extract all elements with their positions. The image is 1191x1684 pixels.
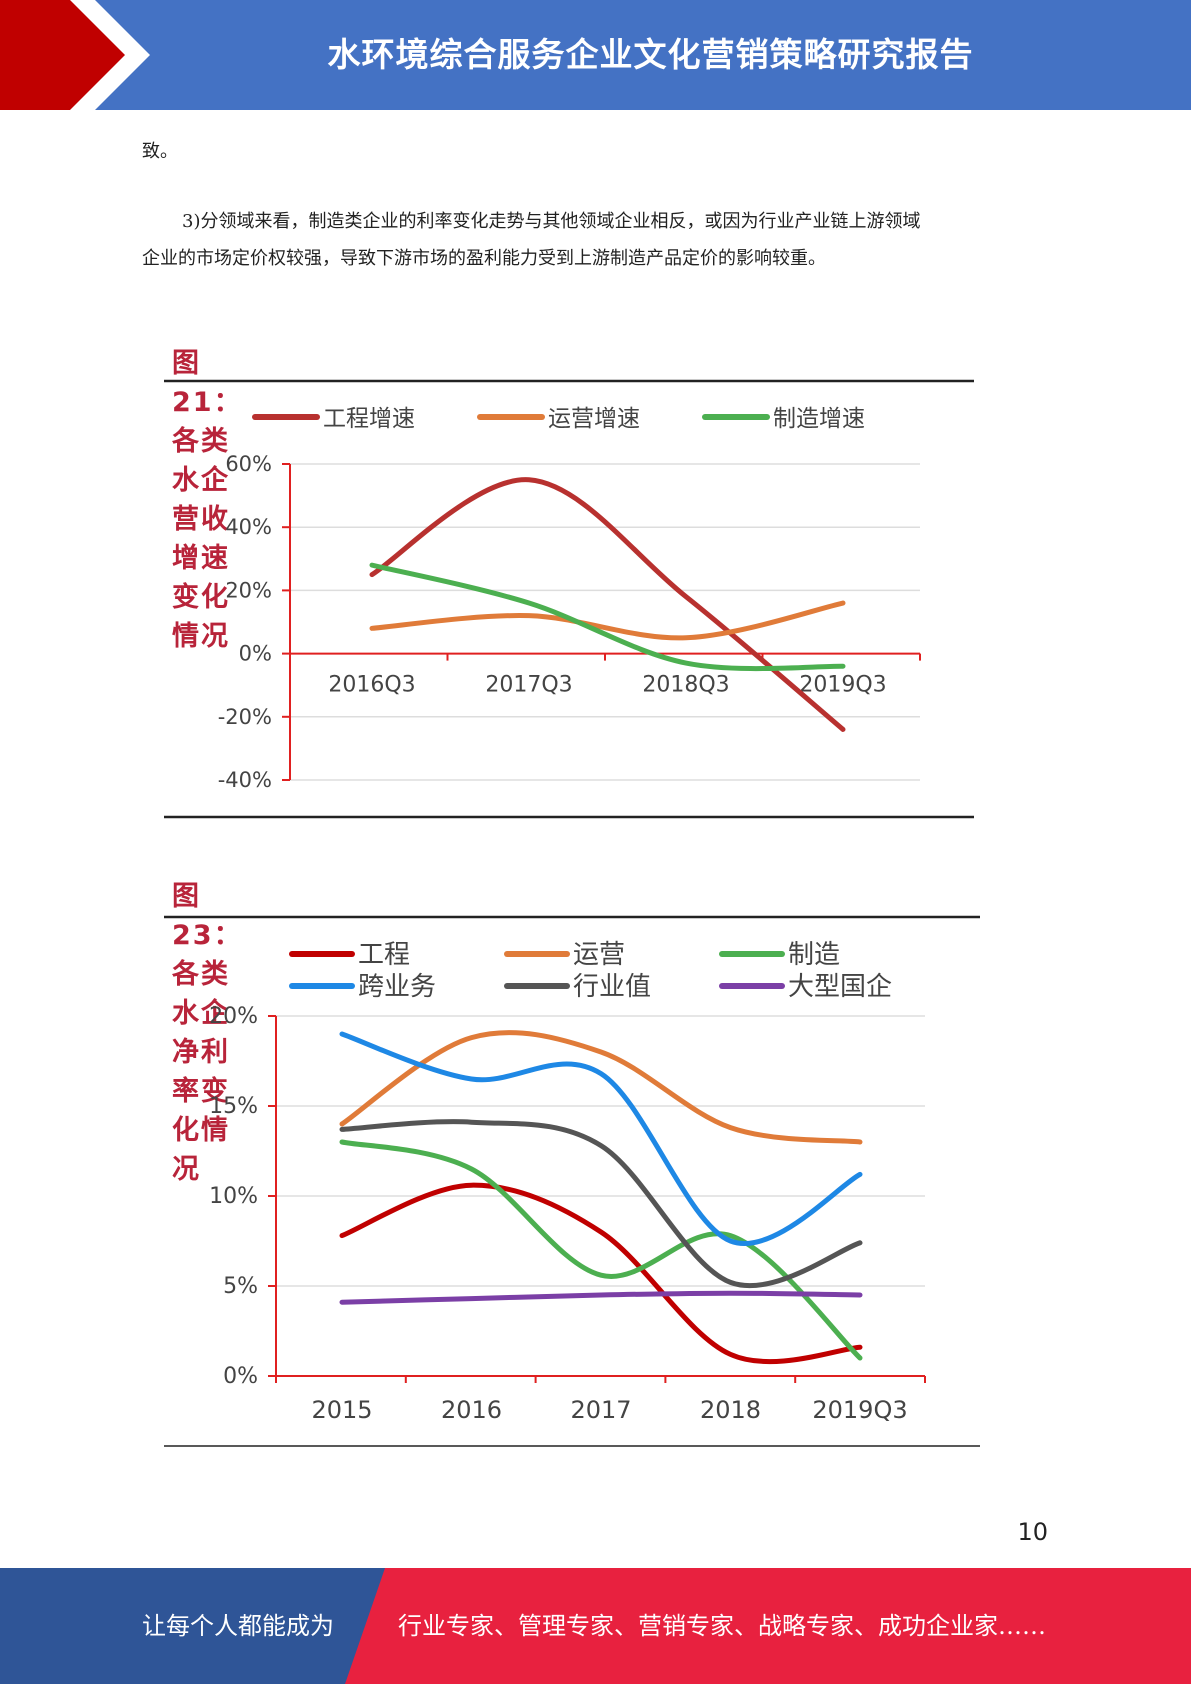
- series-line: [369, 600, 846, 641]
- paragraph-line-1: 3)分领域来看，制造类企业的利率变化走势与其他领域企业相反，或因为行业产业链上游…: [182, 211, 921, 232]
- page-number: 10: [1017, 1518, 1048, 1546]
- series-line: [339, 1182, 863, 1365]
- legend-label: 制造增速: [773, 406, 865, 432]
- x-tick-label: 2018: [700, 1396, 761, 1424]
- figure-23-chart: 20% 15% 10% 5% 0% 2015 2016 2017 2018 2019Q3 工程 运营 制…: [164, 915, 980, 1447]
- series-line: [369, 562, 846, 672]
- legend-label: 工程增速: [323, 406, 415, 432]
- series-line: [339, 1139, 863, 1361]
- series-line: [339, 1290, 863, 1305]
- x-tick-label: 2016: [441, 1396, 502, 1424]
- figure-21-chart: 60% 40% 20% 0% -20% -40% 2016Q3 2017Q3 2018Q3 201…: [164, 379, 974, 819]
- y-tick-label: 20%: [209, 1004, 258, 1029]
- legend-label: 跨业务: [358, 972, 436, 1002]
- figure-23-title: 图 23：各类水企净利率变化情况: [172, 881, 243, 1185]
- legend-label: 行业值: [573, 972, 651, 1002]
- series-line: [339, 1119, 863, 1289]
- series-line: [339, 1031, 863, 1246]
- figure-21-title: 图 21：各类水企营收增速变化情况: [172, 348, 243, 652]
- header-banner: [0, 0, 1191, 110]
- x-tick-label: 2018Q3: [642, 673, 729, 698]
- y-tick-label: 5%: [223, 1274, 258, 1299]
- footer-slogan-left: 让每个人都能成为: [142, 1612, 334, 1640]
- y-tick-label: -40%: [218, 768, 272, 792]
- legend-label: 制造: [788, 940, 840, 970]
- y-tick-label: -20%: [218, 705, 272, 729]
- y-tick-label: 20%: [225, 578, 272, 602]
- x-tick-label: 2015: [311, 1396, 372, 1424]
- x-tick-label: 2016Q3: [328, 673, 415, 698]
- x-tick-label: 2017Q3: [485, 673, 572, 698]
- x-tick-label: 2019Q3: [812, 1396, 907, 1424]
- report-title: 水环境综合服务企业文化营销策略研究报告: [327, 35, 974, 74]
- y-tick-label: 10%: [209, 1184, 258, 1209]
- y-tick-label: 0%: [223, 1364, 258, 1389]
- legend-label: 运营: [573, 940, 625, 970]
- page-header: 水环境综合服务企业文化营销策略研究报告: [0, 0, 1191, 110]
- x-tick-label: 2017: [570, 1396, 631, 1424]
- y-tick-label: 40%: [225, 515, 272, 539]
- y-tick-label: 60%: [225, 452, 272, 476]
- paragraph-continuation: 致。: [142, 141, 178, 162]
- y-tick-label: 15%: [209, 1094, 258, 1119]
- x-tick-label: 2019Q3: [799, 673, 886, 698]
- series-line: [339, 1030, 863, 1145]
- legend-label: 运营增速: [548, 406, 640, 432]
- series-line: [369, 477, 846, 732]
- paragraph-line-2: 企业的市场定价权较强，导致下游市场的盈利能力受到上游制造产品定价的影响较重。: [142, 248, 826, 269]
- footer-banner: [0, 1568, 1191, 1684]
- legend-label: 大型国企: [788, 972, 892, 1002]
- y-tick-label: 0%: [239, 642, 272, 666]
- page-footer: 让每个人都能成为 行业专家、管理专家、营销专家、战略专家、成功企业家……: [0, 1568, 1191, 1684]
- legend-label: 工程: [358, 940, 410, 970]
- footer-slogan-right: 行业专家、管理专家、营销专家、战略专家、成功企业家……: [398, 1612, 1046, 1640]
